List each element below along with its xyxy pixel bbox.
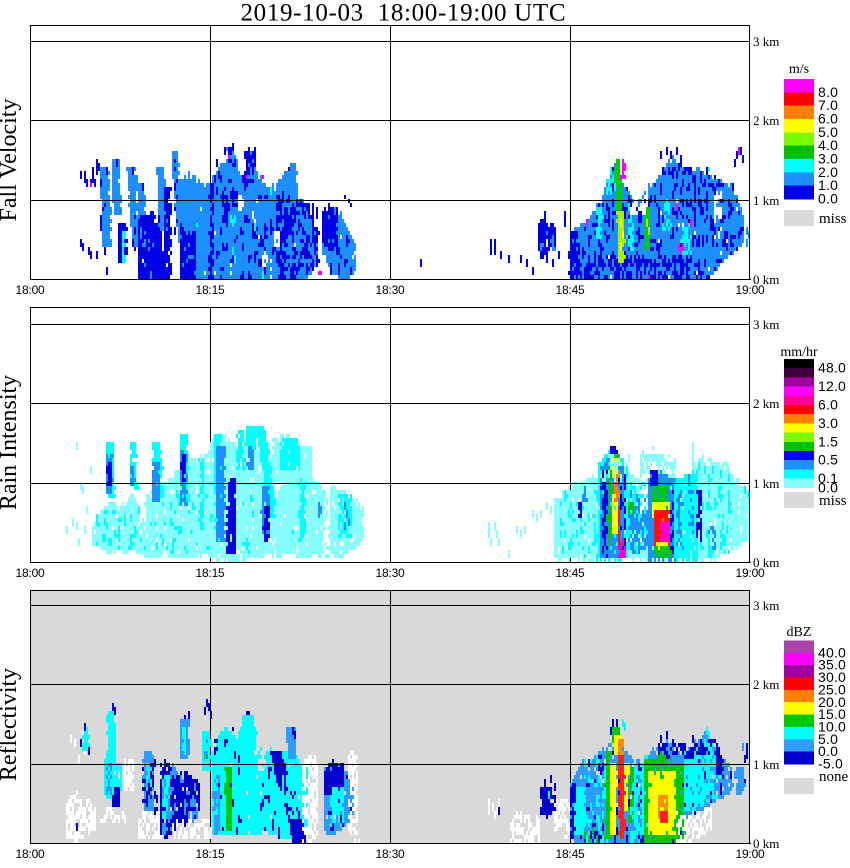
svg-text:6.0: 6.0: [818, 397, 838, 413]
svg-text:m/s: m/s: [789, 62, 809, 77]
svg-text:48.0: 48.0: [818, 360, 846, 376]
svg-text:18:00: 18:00: [15, 283, 45, 297]
svg-text:3 km: 3 km: [753, 598, 779, 613]
svg-text:1 km: 1 km: [753, 757, 779, 772]
svg-text:12.0: 12.0: [818, 378, 846, 394]
svg-text:5.0: 5.0: [818, 731, 838, 747]
svg-text:2 km: 2 km: [753, 113, 779, 128]
svg-text:2 km: 2 km: [753, 677, 779, 692]
svg-text:mm/hr: mm/hr: [780, 345, 818, 360]
svg-text:3.0: 3.0: [818, 415, 838, 431]
svg-text:2019-10-03 18:00-19:00 UTC: 2019-10-03 18:00-19:00 UTC: [241, 0, 566, 27]
svg-text:18:30: 18:30: [375, 847, 405, 861]
svg-text:10.0: 10.0: [818, 719, 846, 735]
svg-text:18:45: 18:45: [555, 847, 585, 861]
svg-text:19:00: 19:00: [735, 847, 765, 861]
svg-text:0.1: 0.1: [818, 470, 838, 486]
svg-text:3 km: 3 km: [753, 317, 779, 332]
svg-text:18:30: 18:30: [375, 283, 405, 297]
svg-text:dBZ: dBZ: [787, 625, 812, 640]
svg-text:0 km: 0 km: [753, 836, 779, 851]
svg-text:18:00: 18:00: [15, 847, 45, 861]
svg-text:19:00: 19:00: [735, 283, 765, 297]
svg-text:Fall Velocity: Fall Velocity: [0, 99, 22, 222]
svg-text:18:30: 18:30: [375, 566, 405, 580]
svg-text:8.0: 8.0: [818, 84, 838, 100]
svg-text:Reflectivity: Reflectivity: [0, 668, 22, 781]
svg-text:30.0: 30.0: [818, 669, 846, 685]
svg-text:20.0: 20.0: [818, 694, 846, 710]
svg-text:35.0: 35.0: [818, 657, 846, 673]
svg-text:1 km: 1 km: [753, 193, 779, 208]
svg-text:1.5: 1.5: [818, 433, 838, 449]
svg-text:0 km: 0 km: [753, 555, 779, 570]
svg-text:0.5: 0.5: [818, 452, 838, 468]
svg-text:18:15: 18:15: [195, 566, 225, 580]
svg-text:0 km: 0 km: [753, 272, 779, 287]
svg-text:6.0: 6.0: [818, 111, 838, 127]
svg-text:none: none: [819, 769, 849, 785]
svg-text:7.0: 7.0: [818, 97, 838, 113]
svg-text:1 km: 1 km: [753, 476, 779, 491]
svg-text:3.0: 3.0: [818, 151, 838, 167]
svg-text:18:45: 18:45: [555, 566, 585, 580]
svg-text:3 km: 3 km: [753, 34, 779, 49]
svg-text:miss: miss: [819, 493, 847, 509]
svg-text:18:45: 18:45: [555, 283, 585, 297]
svg-text:-5.0: -5.0: [818, 756, 843, 772]
svg-text:40.0: 40.0: [818, 644, 846, 660]
svg-text:miss: miss: [819, 211, 847, 227]
svg-text:25.0: 25.0: [818, 681, 846, 697]
svg-text:1.0: 1.0: [818, 177, 838, 193]
svg-text:5.0: 5.0: [818, 124, 838, 140]
svg-text:Rain Intensity: Rain Intensity: [0, 375, 22, 510]
svg-text:0.0: 0.0: [818, 479, 838, 495]
svg-text:15.0: 15.0: [818, 706, 846, 722]
svg-text:0.0: 0.0: [818, 191, 838, 207]
svg-text:2.0: 2.0: [818, 164, 838, 180]
svg-text:2 km: 2 km: [753, 396, 779, 411]
svg-text:18:15: 18:15: [195, 847, 225, 861]
svg-text:18:00: 18:00: [15, 566, 45, 580]
svg-text:18:15: 18:15: [195, 283, 225, 297]
svg-text:0.0: 0.0: [818, 743, 838, 759]
svg-text:19:00: 19:00: [735, 566, 765, 580]
svg-text:4.0: 4.0: [818, 137, 838, 153]
